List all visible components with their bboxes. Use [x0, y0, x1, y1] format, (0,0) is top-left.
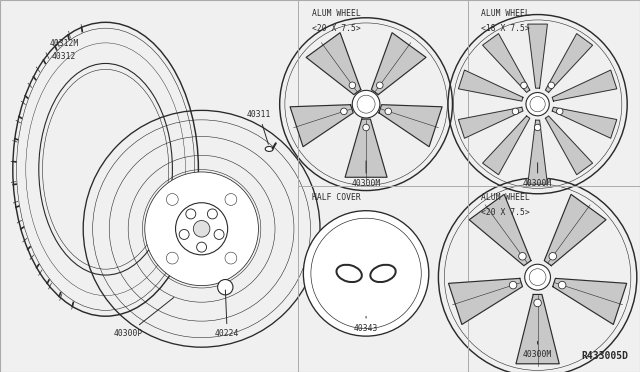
Circle shape: [549, 253, 557, 260]
Circle shape: [557, 108, 563, 115]
Text: 40300M: 40300M: [523, 341, 552, 359]
Circle shape: [558, 281, 566, 289]
Polygon shape: [545, 116, 593, 175]
Polygon shape: [345, 119, 387, 177]
Polygon shape: [516, 295, 559, 364]
Text: 40343: 40343: [354, 316, 378, 333]
Text: 40312M: 40312M: [49, 39, 79, 48]
Circle shape: [518, 253, 526, 260]
Circle shape: [349, 82, 356, 89]
Text: ALUM WHEEL: ALUM WHEEL: [481, 193, 530, 202]
Circle shape: [193, 221, 210, 237]
Text: 40312: 40312: [52, 52, 76, 61]
Circle shape: [548, 82, 554, 89]
Polygon shape: [544, 194, 606, 266]
Circle shape: [363, 124, 369, 131]
Circle shape: [340, 108, 347, 115]
Text: 40311: 40311: [247, 110, 271, 144]
Text: R433005D: R433005D: [582, 351, 628, 361]
Circle shape: [166, 252, 178, 264]
Polygon shape: [483, 33, 530, 92]
Polygon shape: [458, 70, 523, 101]
Circle shape: [509, 281, 517, 289]
Circle shape: [175, 203, 228, 255]
Polygon shape: [290, 105, 353, 147]
Circle shape: [166, 193, 178, 205]
Polygon shape: [449, 278, 522, 324]
Circle shape: [525, 264, 550, 290]
Circle shape: [385, 108, 392, 115]
Circle shape: [225, 252, 237, 264]
Text: <20 X 7.5>: <20 X 7.5>: [312, 24, 360, 33]
Circle shape: [534, 299, 541, 307]
Circle shape: [225, 193, 237, 205]
Polygon shape: [379, 105, 442, 147]
Text: 40300M: 40300M: [523, 163, 552, 187]
Polygon shape: [528, 24, 547, 88]
Polygon shape: [469, 194, 531, 266]
Polygon shape: [528, 120, 547, 184]
Circle shape: [214, 230, 224, 240]
Ellipse shape: [265, 147, 273, 151]
Circle shape: [521, 82, 527, 89]
Text: 40224: 40224: [215, 290, 239, 338]
Text: 40300M: 40300M: [351, 161, 381, 187]
Circle shape: [512, 108, 518, 115]
Circle shape: [376, 82, 383, 89]
Text: 40300P: 40300P: [113, 298, 174, 338]
Text: ALUM WHEEL: ALUM WHEEL: [481, 9, 530, 18]
Polygon shape: [553, 278, 627, 324]
Text: HALF COVER: HALF COVER: [312, 193, 360, 202]
Circle shape: [207, 209, 218, 219]
Polygon shape: [306, 33, 361, 94]
Circle shape: [186, 209, 196, 219]
Polygon shape: [483, 116, 530, 175]
Circle shape: [196, 242, 207, 252]
Polygon shape: [545, 33, 593, 92]
Text: <18 X 7.5>: <18 X 7.5>: [481, 24, 530, 33]
Circle shape: [218, 279, 233, 295]
Text: ALUM WHEEL: ALUM WHEEL: [312, 9, 360, 18]
Circle shape: [145, 172, 259, 286]
Circle shape: [526, 93, 549, 116]
Polygon shape: [552, 107, 617, 138]
Circle shape: [303, 211, 429, 336]
Text: <20 X 7.5>: <20 X 7.5>: [481, 208, 530, 217]
Polygon shape: [552, 70, 617, 101]
Polygon shape: [458, 107, 523, 138]
Circle shape: [179, 230, 189, 240]
Polygon shape: [371, 33, 426, 94]
Circle shape: [534, 124, 541, 131]
Circle shape: [352, 90, 380, 118]
